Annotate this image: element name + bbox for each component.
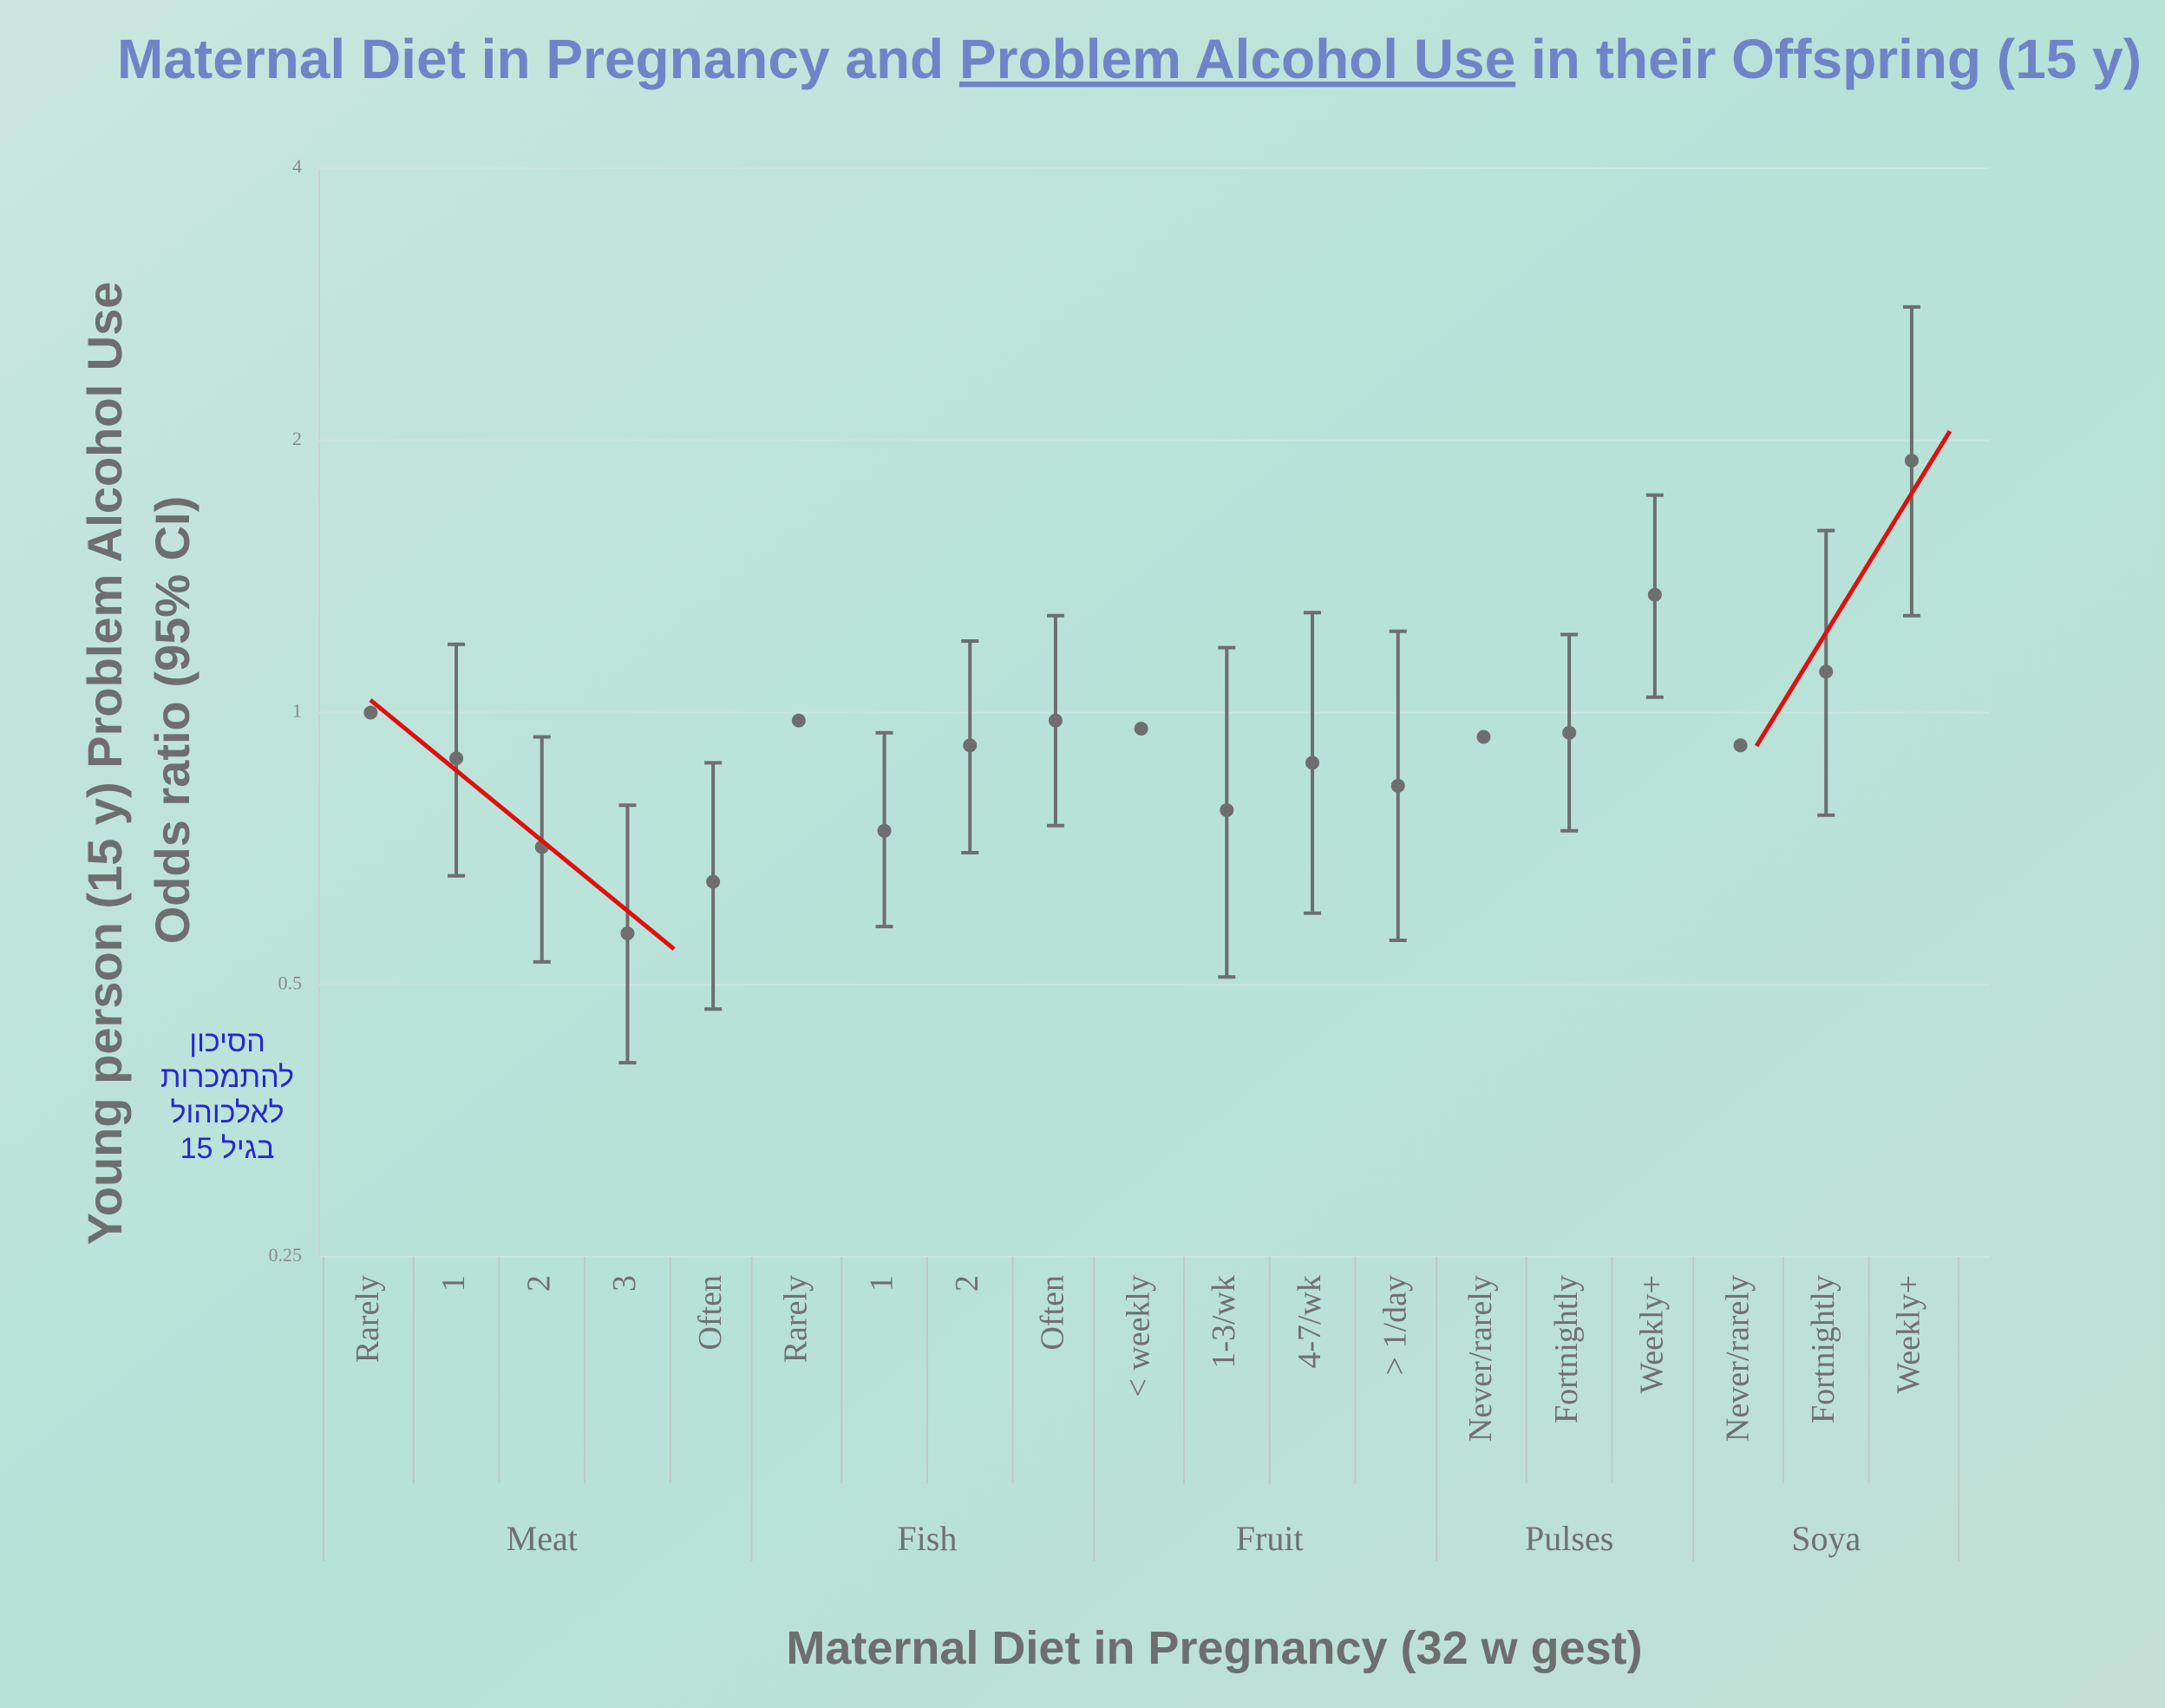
point (877, 823, 892, 838)
trend-annotation (1754, 429, 1952, 748)
point (1733, 738, 1748, 753)
point (1048, 713, 1063, 728)
x-tick-label: Weekly+ (1891, 1275, 1927, 1394)
annotation: הסיכון (189, 1025, 265, 1058)
x-tick-label: Rarely (350, 1275, 386, 1363)
point (449, 751, 464, 766)
y-tick-label: 0.5 (278, 972, 303, 993)
chart-title: Maternal Diet in Pregnancy and Problem A… (117, 28, 2142, 90)
group-label: Fish (897, 1519, 957, 1558)
x-tick-label: > 1/day (1377, 1275, 1413, 1375)
x-tick-label: 1 (435, 1275, 472, 1292)
title-part: Problem Alcohol Use (959, 28, 1515, 90)
point (1134, 721, 1148, 736)
annotation: לאלכוהול (170, 1096, 284, 1129)
y-tick-label: 0.25 (269, 1244, 303, 1266)
title-part: in their Offspring (15 y) (1515, 28, 2142, 90)
annotation: להתמכרות (160, 1061, 294, 1094)
point (706, 874, 721, 889)
group-label: Pulses (1525, 1519, 1613, 1558)
x-tick-label: 2 (520, 1275, 557, 1292)
y-axis-label: Odds ratio (95% CI) (145, 496, 199, 945)
x-tick-label: Weekly+ (1634, 1275, 1671, 1394)
trend-annotation (369, 698, 676, 951)
y-axis-label: Young person (15 y) Problem Alcohol Use (77, 282, 132, 1246)
x-tick-label: 1 (863, 1275, 899, 1292)
y-tick-label: 1 (292, 700, 302, 722)
y-tick-label: 2 (292, 428, 302, 449)
point (1305, 756, 1320, 770)
y-tick-label: 4 (292, 155, 302, 177)
point (1562, 725, 1577, 740)
x-tick-label: 1-3/wk (1206, 1275, 1242, 1369)
point (791, 713, 806, 728)
x-tick-label: 4-7/wk (1292, 1275, 1328, 1369)
x-tick-label: Often (1035, 1275, 1071, 1351)
point (1819, 664, 1834, 679)
annotation: בגיל 15 (180, 1132, 275, 1165)
x-tick-label: Fortnightly (1805, 1275, 1841, 1423)
group-label: Fruit (1236, 1519, 1304, 1558)
point (1647, 587, 1662, 602)
point (363, 705, 378, 720)
x-axis-label: Maternal Diet in Pregnancy (32 w gest) (786, 1622, 1642, 1674)
point (1220, 802, 1234, 817)
point (1904, 453, 1919, 468)
plot-area: 0.25 0.5 1 2 4 Rarely 1 2 3 Often Meat Rarely 1 2 Ofte… (269, 155, 1990, 1561)
x-tick-label: Rarely (778, 1275, 814, 1363)
x-tick-label: Often (692, 1275, 729, 1351)
x-tick-label: 2 (949, 1275, 985, 1292)
group-label: Meat (507, 1519, 578, 1558)
group-label: Soya (1791, 1519, 1861, 1558)
point (1476, 730, 1491, 744)
x-tick-label: 3 (606, 1275, 643, 1292)
point (1390, 778, 1405, 793)
x-tick-label: < weekly (1120, 1275, 1156, 1397)
title-part: Maternal Diet in Pregnancy and (117, 28, 959, 90)
x-tick-label: Never/rarely (1462, 1275, 1499, 1442)
x-tick-label: Fortnightly (1548, 1275, 1585, 1423)
point (620, 926, 635, 940)
point (963, 738, 978, 753)
x-tick-label: Never/rarely (1719, 1275, 1756, 1442)
